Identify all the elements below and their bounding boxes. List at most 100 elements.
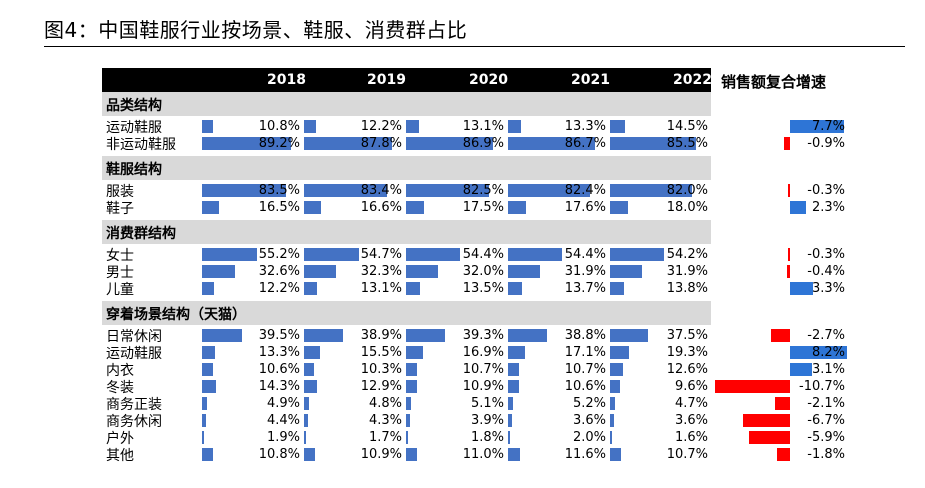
share-bar bbox=[610, 137, 696, 150]
share-bar bbox=[508, 282, 522, 295]
share-value: 11.0% bbox=[462, 447, 504, 462]
growth-bar bbox=[790, 201, 807, 214]
share-bar bbox=[202, 265, 235, 278]
share-bar bbox=[304, 201, 321, 214]
share-value: 4.7% bbox=[674, 396, 708, 411]
share-value: 17.1% bbox=[564, 345, 606, 360]
share-bar bbox=[202, 380, 217, 393]
section-band bbox=[102, 156, 711, 180]
share-value: 15.5% bbox=[360, 345, 402, 360]
share-bar bbox=[406, 248, 461, 261]
growth-value: -0.9% bbox=[807, 136, 845, 151]
share-bar bbox=[202, 431, 204, 444]
share-bar bbox=[406, 282, 420, 295]
share-value: 4.3% bbox=[368, 413, 402, 428]
share-value: 4.4% bbox=[266, 413, 300, 428]
share-value: 13.1% bbox=[462, 119, 504, 134]
growth-value: -2.7% bbox=[807, 328, 845, 343]
share-value: 12.6% bbox=[666, 362, 708, 377]
growth-value: -5.9% bbox=[807, 430, 845, 445]
share-value: 5.2% bbox=[572, 396, 606, 411]
share-bar bbox=[406, 120, 420, 133]
share-value: 85.5% bbox=[666, 136, 708, 151]
growth-value: -2.1% bbox=[807, 396, 845, 411]
share-bar bbox=[202, 184, 286, 197]
share-bar bbox=[202, 282, 215, 295]
row-label: 日常休闲 bbox=[106, 329, 162, 345]
share-bar bbox=[202, 363, 213, 376]
share-value: 89.2% bbox=[258, 136, 300, 151]
share-value: 54.4% bbox=[462, 247, 504, 262]
share-bar bbox=[406, 380, 417, 393]
row-label: 商务休闲 bbox=[106, 414, 162, 430]
growth-value: -6.7% bbox=[807, 413, 845, 428]
share-bar bbox=[610, 184, 692, 197]
share-value: 3.6% bbox=[572, 413, 606, 428]
share-value: 54.7% bbox=[360, 247, 402, 262]
row-label: 运动鞋服 bbox=[106, 346, 162, 362]
share-bar bbox=[304, 363, 315, 376]
share-bar bbox=[610, 248, 665, 261]
share-value: 32.0% bbox=[462, 264, 504, 279]
share-bar bbox=[610, 363, 623, 376]
share-value: 82.4% bbox=[564, 183, 606, 198]
share-bar bbox=[508, 201, 526, 214]
share-bar bbox=[508, 363, 519, 376]
share-bar bbox=[508, 329, 547, 342]
share-bar bbox=[304, 380, 317, 393]
share-bar bbox=[508, 120, 522, 133]
share-value: 19.3% bbox=[666, 345, 708, 360]
share-value: 37.5% bbox=[666, 328, 708, 343]
share-value: 39.3% bbox=[462, 328, 504, 343]
share-bar bbox=[610, 448, 621, 461]
share-value: 31.9% bbox=[564, 264, 606, 279]
share-bar bbox=[304, 448, 315, 461]
row-label: 服装 bbox=[106, 184, 134, 200]
section-label: 品类结构 bbox=[106, 98, 162, 114]
share-bar bbox=[508, 431, 510, 444]
growth-bar bbox=[787, 248, 790, 261]
share-value: 3.9% bbox=[470, 413, 504, 428]
growth-value: 8.2% bbox=[811, 345, 845, 360]
share-value: 17.6% bbox=[564, 200, 606, 215]
share-value: 32.3% bbox=[360, 264, 402, 279]
share-value: 10.8% bbox=[258, 119, 300, 134]
share-value: 87.8% bbox=[360, 136, 402, 151]
growth-bar bbox=[790, 363, 812, 376]
share-bar bbox=[610, 431, 612, 444]
share-bar bbox=[406, 431, 408, 444]
share-bar bbox=[610, 201, 628, 214]
share-value: 13.8% bbox=[666, 281, 708, 296]
growth-value: 2.3% bbox=[811, 200, 845, 215]
share-bar bbox=[304, 265, 337, 278]
share-value: 54.4% bbox=[564, 247, 606, 262]
figure-title: 图4：中国鞋服行业按场景、鞋服、消费群占比 bbox=[44, 18, 468, 42]
section-label: 鞋服结构 bbox=[106, 162, 162, 178]
share-bar bbox=[508, 448, 520, 461]
share-bar bbox=[610, 329, 648, 342]
share-bar bbox=[406, 448, 417, 461]
share-bar bbox=[610, 397, 615, 410]
share-bar bbox=[406, 329, 446, 342]
growth-value: -1.8% bbox=[807, 447, 845, 462]
share-value: 13.1% bbox=[360, 281, 402, 296]
share-value: 38.9% bbox=[360, 328, 402, 343]
share-value: 12.2% bbox=[258, 281, 300, 296]
share-bar bbox=[406, 414, 410, 427]
year-header-2022: 2022 bbox=[673, 72, 712, 88]
share-bar bbox=[202, 448, 213, 461]
share-value: 13.3% bbox=[564, 119, 606, 134]
share-value: 10.7% bbox=[666, 447, 708, 462]
growth-value: -10.7% bbox=[799, 379, 845, 394]
share-bar bbox=[610, 265, 642, 278]
share-bar bbox=[406, 346, 423, 359]
share-value: 1.8% bbox=[470, 430, 504, 445]
share-value: 10.9% bbox=[360, 447, 402, 462]
share-value: 12.2% bbox=[360, 119, 402, 134]
share-bar bbox=[304, 184, 388, 197]
share-bar bbox=[610, 120, 625, 133]
share-value: 10.7% bbox=[462, 362, 504, 377]
share-value: 17.5% bbox=[462, 200, 504, 215]
year-header-2020: 2020 bbox=[469, 72, 508, 88]
share-value: 55.2% bbox=[258, 247, 300, 262]
